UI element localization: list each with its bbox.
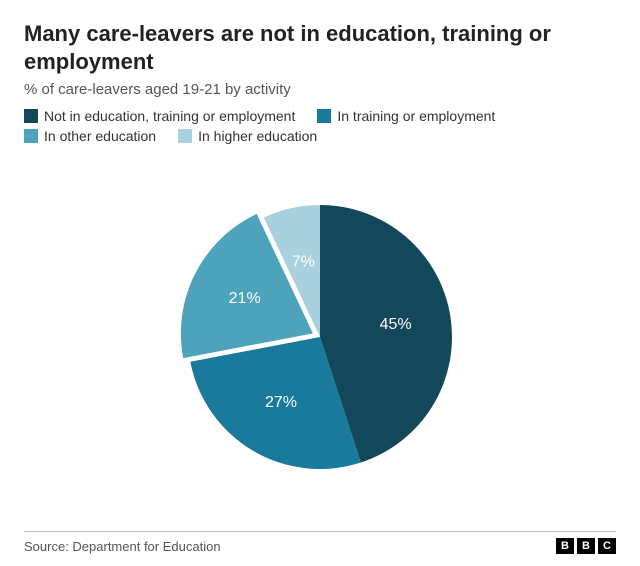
pie-slice-label: 27% bbox=[265, 394, 297, 411]
footer-rule bbox=[24, 531, 616, 532]
pie-svg: 45% 27% 21% 7% bbox=[150, 187, 490, 487]
legend-item: In other education bbox=[24, 128, 156, 144]
legend-item: In training or employment bbox=[317, 108, 495, 124]
bbc-logo: BBC bbox=[556, 538, 616, 554]
bbc-block: C bbox=[598, 538, 616, 554]
legend-item: Not in education, training or employment bbox=[24, 108, 295, 124]
pie-slice-label: 7% bbox=[292, 253, 315, 270]
bbc-block: B bbox=[577, 538, 595, 554]
chart-subtitle: % of care-leavers aged 19-21 by activity bbox=[24, 81, 616, 98]
chart-title: Many care-leavers are not in education, … bbox=[24, 20, 616, 75]
legend-item: In higher education bbox=[178, 128, 317, 144]
legend: Not in education, training or employment… bbox=[24, 108, 616, 144]
pie-chart: 45% 27% 21% 7% bbox=[24, 150, 616, 523]
pie-slice-label: 45% bbox=[380, 316, 412, 333]
source-label: Source: Department for Education bbox=[24, 539, 221, 554]
legend-label: In higher education bbox=[198, 128, 317, 144]
legend-swatch bbox=[317, 109, 331, 123]
chart-footer: Source: Department for Education BBC bbox=[24, 538, 616, 554]
pie-slice-label: 21% bbox=[229, 289, 261, 306]
legend-swatch bbox=[24, 109, 38, 123]
bbc-block: B bbox=[556, 538, 574, 554]
legend-label: Not in education, training or employment bbox=[44, 108, 295, 124]
legend-label: In training or employment bbox=[337, 108, 495, 124]
chart-card: Many care-leavers are not in education, … bbox=[0, 0, 640, 566]
legend-swatch bbox=[178, 129, 192, 143]
legend-label: In other education bbox=[44, 128, 156, 144]
legend-swatch bbox=[24, 129, 38, 143]
